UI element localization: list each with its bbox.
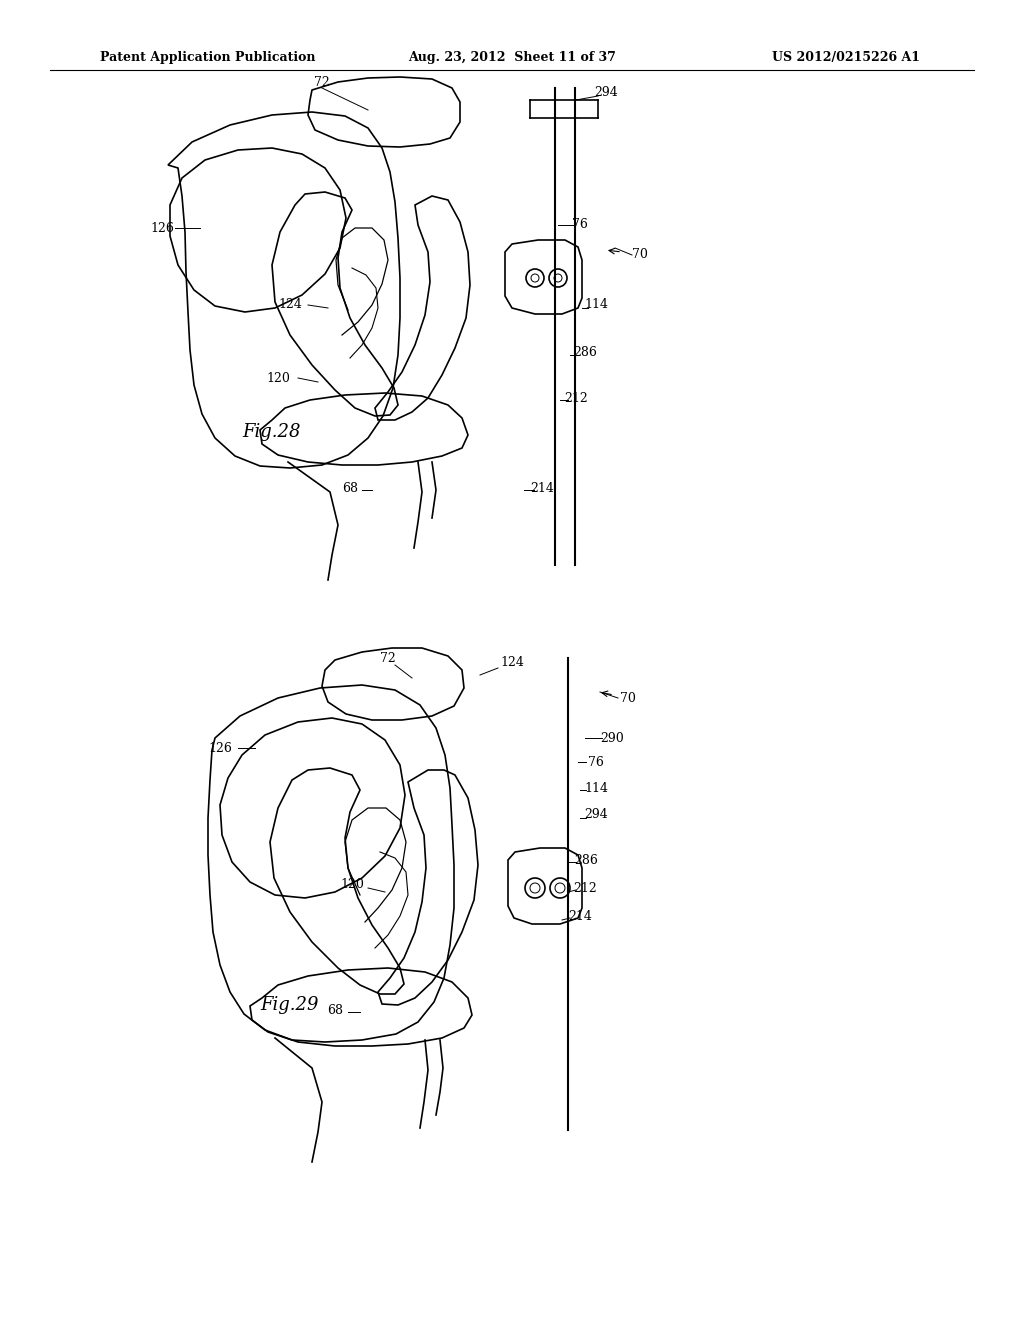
Text: Fig.28: Fig.28 (242, 422, 300, 441)
Text: 114: 114 (584, 781, 608, 795)
Text: Patent Application Publication: Patent Application Publication (100, 51, 315, 65)
Text: 70: 70 (621, 692, 636, 705)
Text: 76: 76 (588, 755, 604, 768)
Text: Fig.29: Fig.29 (260, 997, 318, 1014)
Text: 68: 68 (327, 1003, 343, 1016)
Text: 286: 286 (574, 854, 598, 866)
Text: 286: 286 (573, 346, 597, 359)
Text: 72: 72 (314, 75, 330, 88)
Text: 214: 214 (568, 909, 592, 923)
Text: 294: 294 (594, 86, 617, 99)
Text: 120: 120 (266, 371, 290, 384)
Text: 70: 70 (632, 248, 648, 261)
Text: 72: 72 (380, 652, 396, 664)
Text: 124: 124 (279, 298, 302, 312)
Text: 212: 212 (564, 392, 588, 404)
Text: 68: 68 (342, 482, 358, 495)
Text: 294: 294 (584, 808, 608, 821)
Text: 76: 76 (572, 219, 588, 231)
Text: 126: 126 (208, 742, 232, 755)
Text: 114: 114 (584, 298, 608, 312)
Text: 124: 124 (500, 656, 524, 668)
Text: 212: 212 (573, 882, 597, 895)
Text: 120: 120 (340, 879, 364, 891)
Text: 290: 290 (600, 731, 624, 744)
Text: Aug. 23, 2012  Sheet 11 of 37: Aug. 23, 2012 Sheet 11 of 37 (408, 51, 616, 65)
Text: US 2012/0215226 A1: US 2012/0215226 A1 (772, 51, 920, 65)
Text: 214: 214 (530, 482, 554, 495)
Text: 126: 126 (151, 222, 174, 235)
